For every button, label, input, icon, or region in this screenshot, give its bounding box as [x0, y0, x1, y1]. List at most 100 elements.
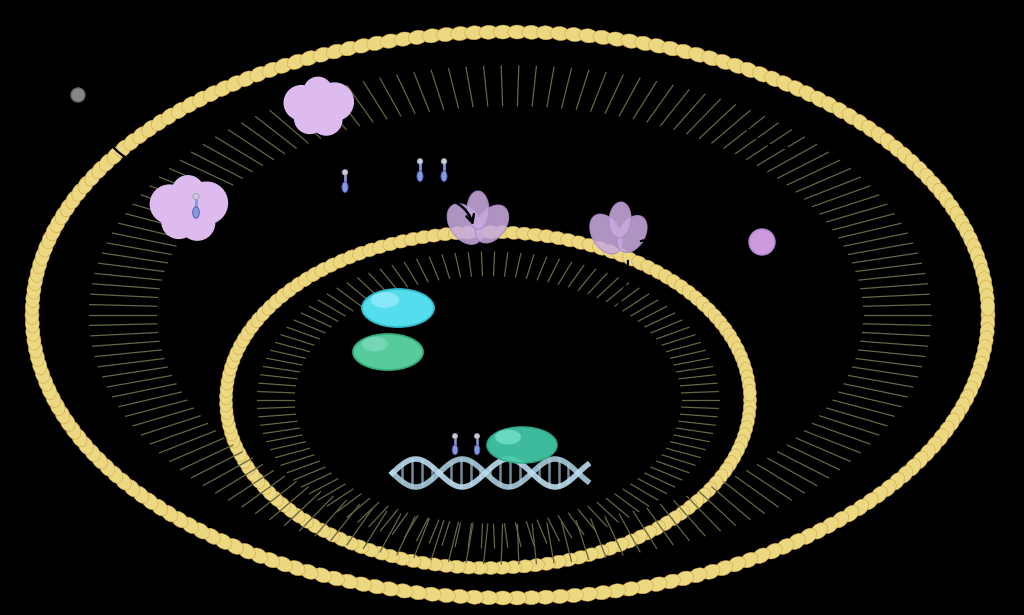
Ellipse shape — [393, 552, 410, 565]
Ellipse shape — [571, 550, 588, 564]
Ellipse shape — [39, 239, 53, 257]
Ellipse shape — [658, 516, 674, 531]
Ellipse shape — [740, 552, 758, 568]
Ellipse shape — [26, 297, 39, 316]
Ellipse shape — [612, 248, 629, 262]
Ellipse shape — [737, 427, 751, 445]
Ellipse shape — [46, 222, 60, 241]
Ellipse shape — [811, 523, 827, 539]
Ellipse shape — [609, 202, 631, 238]
Ellipse shape — [980, 322, 994, 341]
Ellipse shape — [527, 558, 545, 572]
Ellipse shape — [933, 183, 948, 201]
Ellipse shape — [453, 445, 458, 455]
Ellipse shape — [142, 493, 159, 510]
Ellipse shape — [765, 71, 782, 87]
Circle shape — [304, 77, 332, 105]
Ellipse shape — [409, 585, 427, 600]
Ellipse shape — [262, 300, 276, 315]
Ellipse shape — [449, 560, 465, 573]
Ellipse shape — [262, 62, 280, 77]
Ellipse shape — [287, 560, 305, 576]
Ellipse shape — [714, 469, 728, 485]
Ellipse shape — [26, 322, 40, 341]
Ellipse shape — [251, 472, 265, 488]
Ellipse shape — [979, 280, 993, 299]
Ellipse shape — [482, 561, 500, 574]
Ellipse shape — [897, 466, 912, 483]
Ellipse shape — [689, 494, 703, 509]
Ellipse shape — [852, 499, 868, 516]
Ellipse shape — [39, 373, 53, 392]
Ellipse shape — [152, 499, 168, 516]
Ellipse shape — [298, 513, 313, 528]
Ellipse shape — [950, 207, 965, 225]
FancyArrowPatch shape — [547, 367, 577, 420]
Ellipse shape — [66, 191, 81, 209]
Circle shape — [310, 104, 342, 135]
Ellipse shape — [623, 534, 638, 548]
Ellipse shape — [460, 226, 476, 239]
Ellipse shape — [607, 584, 626, 598]
Ellipse shape — [905, 459, 921, 476]
Ellipse shape — [731, 341, 744, 358]
Ellipse shape — [362, 543, 379, 557]
Ellipse shape — [449, 227, 465, 240]
Ellipse shape — [635, 36, 653, 50]
Ellipse shape — [35, 365, 49, 383]
Ellipse shape — [50, 214, 65, 233]
Ellipse shape — [55, 405, 70, 424]
Ellipse shape — [362, 289, 434, 327]
Ellipse shape — [371, 292, 399, 308]
Ellipse shape — [246, 466, 260, 482]
Ellipse shape — [753, 66, 770, 82]
Ellipse shape — [229, 345, 243, 362]
Ellipse shape — [241, 459, 255, 475]
Ellipse shape — [945, 413, 959, 432]
Ellipse shape — [676, 571, 694, 586]
Ellipse shape — [161, 506, 178, 522]
Ellipse shape — [275, 497, 290, 512]
Ellipse shape — [871, 127, 888, 144]
Ellipse shape — [945, 199, 959, 217]
Ellipse shape — [298, 272, 313, 287]
Ellipse shape — [215, 81, 232, 97]
Ellipse shape — [66, 421, 81, 439]
Ellipse shape — [582, 548, 598, 561]
Ellipse shape — [621, 34, 640, 49]
Ellipse shape — [324, 528, 340, 542]
Ellipse shape — [731, 442, 744, 459]
Ellipse shape — [72, 183, 87, 201]
Ellipse shape — [743, 399, 757, 416]
Ellipse shape — [333, 254, 349, 268]
Ellipse shape — [667, 274, 682, 290]
Ellipse shape — [912, 451, 928, 469]
Ellipse shape — [551, 26, 569, 41]
Ellipse shape — [494, 25, 512, 39]
FancyArrowPatch shape — [446, 199, 474, 223]
Ellipse shape — [696, 488, 711, 504]
Ellipse shape — [224, 359, 238, 376]
Circle shape — [71, 88, 85, 102]
Ellipse shape — [719, 462, 733, 478]
Ellipse shape — [968, 373, 982, 392]
Ellipse shape — [667, 510, 682, 526]
Ellipse shape — [287, 54, 305, 69]
Ellipse shape — [78, 176, 93, 194]
Ellipse shape — [219, 388, 232, 405]
Ellipse shape — [250, 66, 267, 82]
Ellipse shape — [564, 589, 584, 603]
Ellipse shape — [27, 280, 41, 299]
Ellipse shape — [862, 121, 879, 137]
Ellipse shape — [353, 577, 372, 592]
Ellipse shape — [367, 36, 385, 50]
Ellipse shape — [394, 32, 413, 46]
Ellipse shape — [342, 536, 358, 550]
Ellipse shape — [715, 54, 733, 69]
Ellipse shape — [579, 29, 598, 43]
Ellipse shape — [193, 207, 200, 218]
Ellipse shape — [734, 435, 748, 451]
Ellipse shape — [415, 231, 432, 244]
Ellipse shape — [955, 397, 970, 416]
Ellipse shape — [237, 452, 250, 469]
